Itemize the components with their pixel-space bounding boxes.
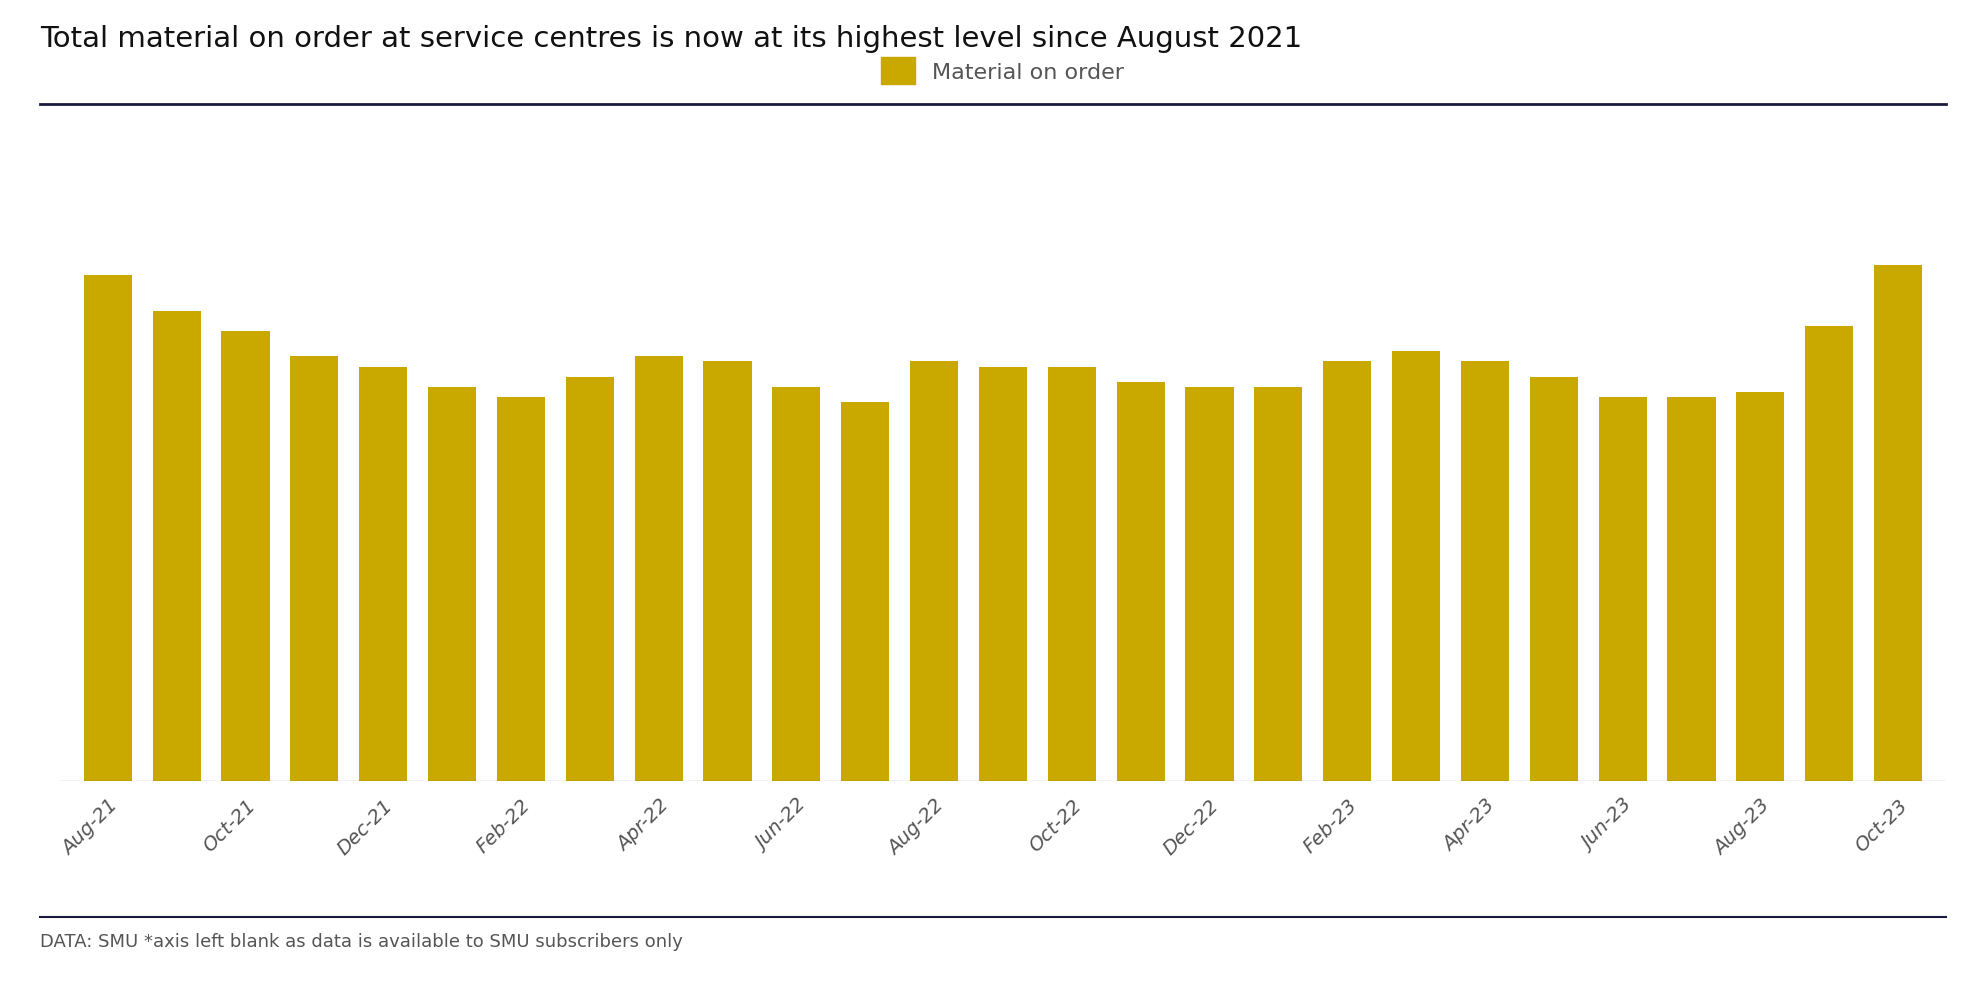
Bar (979, 367, 1027, 782)
Bar (1736, 393, 1785, 782)
Text: Total material on order at service centres is now at its highest level since Aug: Total material on order at service centr… (40, 25, 1303, 53)
Bar (427, 388, 477, 782)
Bar (1805, 327, 1853, 782)
Bar (1323, 362, 1370, 782)
Bar (359, 367, 407, 782)
Bar (83, 277, 131, 782)
Bar (1462, 362, 1509, 782)
Bar (1668, 398, 1716, 782)
Bar (290, 357, 338, 782)
Bar (1599, 398, 1646, 782)
Bar (566, 378, 614, 782)
Bar (773, 388, 820, 782)
Bar (636, 357, 683, 782)
Legend: Material on order: Material on order (872, 49, 1134, 93)
Bar (153, 312, 201, 782)
Bar (1186, 388, 1233, 782)
Bar (1875, 267, 1922, 782)
Bar (1116, 383, 1164, 782)
Bar (220, 332, 270, 782)
Bar (496, 398, 544, 782)
Text: DATA: SMU *axis left blank as data is available to SMU subscribers only: DATA: SMU *axis left blank as data is av… (40, 932, 683, 950)
Bar (1392, 352, 1440, 782)
Bar (1255, 388, 1303, 782)
Bar (1049, 367, 1096, 782)
Bar (842, 403, 890, 782)
Bar (910, 362, 957, 782)
Bar (1529, 378, 1579, 782)
Bar (703, 362, 751, 782)
